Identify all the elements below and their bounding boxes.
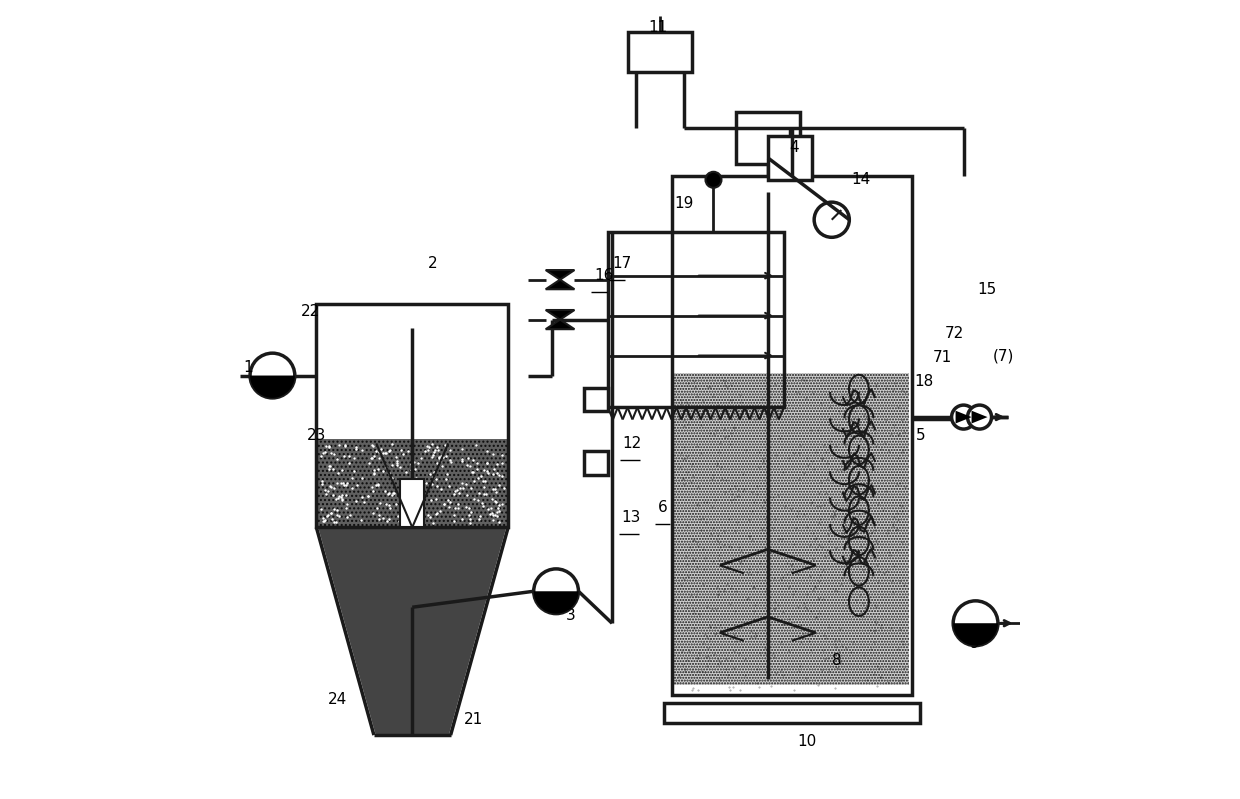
Text: 12: 12 (622, 436, 641, 451)
Bar (675, 373, 909, 685)
Polygon shape (317, 527, 507, 734)
Bar (316, 304, 508, 527)
Circle shape (706, 172, 722, 188)
Polygon shape (250, 376, 295, 398)
Polygon shape (956, 411, 972, 423)
Text: 24: 24 (329, 692, 347, 706)
Bar (584, 388, 608, 411)
Polygon shape (546, 310, 574, 329)
Text: 11: 11 (649, 21, 667, 35)
Circle shape (954, 601, 998, 646)
Bar (627, 32, 692, 72)
Polygon shape (954, 623, 998, 646)
Text: 23: 23 (306, 428, 326, 443)
Bar (584, 451, 608, 475)
Text: 4: 4 (790, 141, 799, 155)
Text: 18: 18 (914, 375, 934, 389)
Bar (401, 479, 424, 527)
Text: 1: 1 (243, 360, 253, 375)
Circle shape (250, 353, 295, 398)
Bar (663, 703, 920, 723)
Text: 2: 2 (428, 256, 438, 271)
Circle shape (533, 569, 578, 614)
Polygon shape (972, 411, 987, 423)
Text: 3: 3 (565, 608, 575, 622)
Bar (672, 176, 911, 695)
Bar (768, 136, 812, 180)
Text: 10: 10 (797, 734, 817, 749)
Text: 15: 15 (977, 282, 997, 296)
Text: 22: 22 (300, 304, 320, 319)
Circle shape (951, 405, 976, 429)
Bar (608, 232, 784, 407)
Text: 16: 16 (594, 268, 614, 283)
Text: 19: 19 (675, 197, 693, 211)
Text: 71: 71 (934, 350, 952, 364)
Text: 6: 6 (658, 500, 668, 515)
Text: 9: 9 (970, 636, 980, 650)
Text: 13: 13 (621, 511, 641, 525)
Polygon shape (546, 270, 574, 289)
Text: 5: 5 (915, 428, 925, 443)
Text: 8: 8 (832, 654, 842, 668)
Bar (317, 439, 507, 527)
Text: 72: 72 (945, 327, 965, 341)
Text: 17: 17 (613, 256, 631, 271)
Circle shape (967, 405, 992, 429)
Text: (7): (7) (992, 348, 1014, 363)
Text: 14: 14 (852, 173, 870, 187)
Polygon shape (533, 591, 578, 614)
Bar (735, 112, 800, 164)
Text: 21: 21 (464, 712, 484, 726)
